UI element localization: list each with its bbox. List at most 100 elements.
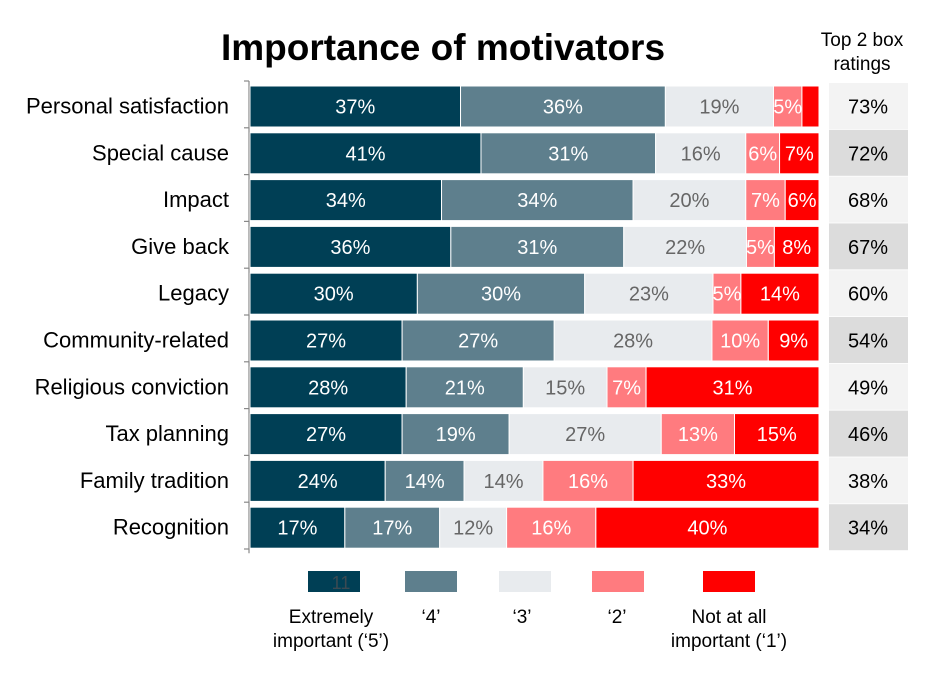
bar-segment: [249, 413, 403, 456]
data-label: 7%: [612, 377, 641, 399]
data-label: 27%: [306, 331, 346, 353]
bar-segment: [506, 506, 597, 549]
category-label: Personal satisfaction: [26, 94, 229, 119]
data-label: 10%: [720, 331, 760, 353]
bar-segment: [773, 225, 820, 268]
data-label: 17%: [372, 518, 412, 540]
category-label: Religious conviction: [35, 374, 229, 399]
top2-box: [829, 363, 908, 410]
data-label: 37%: [335, 97, 375, 119]
data-label: 33%: [706, 471, 746, 493]
legend-swatch: [703, 571, 755, 592]
bar-segment: [416, 272, 586, 315]
legend-swatch: [405, 571, 457, 592]
bar-segment: [441, 179, 634, 222]
legend-swatch: [499, 571, 551, 592]
category-label: Community-related: [43, 328, 229, 353]
bars-layer: 37% 36% 19% 5% 41% 31% 16% 6% 7% 34% 34% 20% 7% 6% 36%…: [249, 85, 820, 549]
data-label: 22%: [665, 237, 705, 259]
bar-segment: [632, 179, 747, 222]
data-label: 19%: [436, 424, 476, 446]
data-label: 27%: [306, 424, 346, 446]
data-label: 7%: [751, 190, 780, 212]
bar-segment: [606, 366, 647, 409]
bar-segment: [784, 179, 820, 222]
category-label: Impact: [163, 187, 229, 212]
legend-label: important (‘5’): [273, 631, 389, 652]
top2-value: 38%: [848, 471, 888, 493]
bar-segment: [249, 85, 462, 128]
top2-value: 60%: [848, 284, 888, 306]
top2-header-line: ratings: [833, 54, 890, 75]
chart-title: Importance of motivators: [221, 27, 665, 68]
top2-box: [829, 129, 908, 176]
bar-segment: [405, 366, 524, 409]
top2-box: [829, 270, 908, 317]
category-label: Give back: [131, 234, 230, 259]
data-label: 28%: [308, 377, 348, 399]
data-label: 21%: [445, 377, 485, 399]
top2-box: [829, 504, 908, 551]
data-label: 9%: [779, 331, 808, 353]
bar-segment: [249, 179, 443, 222]
data-label: 12%: [453, 518, 493, 540]
bar-segment: [745, 225, 775, 268]
bar-segment: [740, 272, 820, 315]
bar-segment: [522, 366, 608, 409]
data-label: 36%: [330, 237, 370, 259]
data-label: 40%: [687, 518, 727, 540]
data-label: 28%: [613, 331, 653, 353]
top2-box: [829, 317, 908, 363]
data-label: 15%: [757, 424, 797, 446]
data-label: 31%: [713, 377, 753, 399]
top2-value: 34%: [848, 518, 888, 540]
data-label: 15%: [545, 377, 585, 399]
data-label: 19%: [699, 97, 739, 119]
legend-label: ‘2’: [607, 607, 626, 628]
legend-label: important (‘1’): [671, 631, 787, 652]
bar-segment: [632, 459, 820, 502]
data-label: 5%: [746, 237, 775, 259]
data-label: 14%: [405, 471, 445, 493]
data-label: 31%: [517, 237, 557, 259]
data-label: 27%: [565, 424, 605, 446]
category-label: Special cause: [92, 140, 229, 165]
top2-box: [829, 223, 908, 270]
category-label: Family tradition: [80, 468, 229, 493]
bar-segment: [645, 366, 820, 409]
bar-segment: [664, 85, 774, 128]
data-label: 13%: [678, 424, 718, 446]
top2-header: Top 2 box ratings: [821, 30, 904, 75]
bar-segment: [249, 225, 452, 268]
category-label: Recognition: [113, 515, 229, 540]
bar-segment: [249, 132, 482, 175]
data-label: 14%: [483, 471, 523, 493]
bar-segment: [779, 132, 820, 175]
top2-value: 67%: [848, 237, 888, 259]
data-label: 31%: [548, 143, 588, 165]
bar-segment: [450, 225, 625, 268]
top2-value: 46%: [848, 424, 888, 446]
top2-value: 73%: [848, 97, 888, 119]
top2-value: 72%: [848, 143, 888, 165]
data-label: 23%: [629, 284, 669, 306]
data-label: 5%: [713, 284, 742, 306]
data-label: 34%: [326, 190, 366, 212]
top2-box: [829, 176, 908, 223]
bar-segment: [801, 85, 820, 128]
data-label: 24%: [298, 471, 338, 493]
top2-box: [829, 410, 908, 457]
bar-segment: [463, 459, 544, 502]
bar-segment: [460, 85, 666, 128]
data-label: 36%: [543, 97, 583, 119]
data-label: 27%: [458, 331, 498, 353]
top2-box: [829, 83, 908, 129]
bar-segment: [660, 413, 735, 456]
legend-label: Extremely: [289, 607, 374, 628]
bar-segment: [553, 319, 713, 362]
bar-segment: [480, 132, 657, 175]
bar-segment: [733, 413, 820, 456]
bar-segment: [249, 272, 418, 315]
bar-segment: [344, 506, 441, 549]
